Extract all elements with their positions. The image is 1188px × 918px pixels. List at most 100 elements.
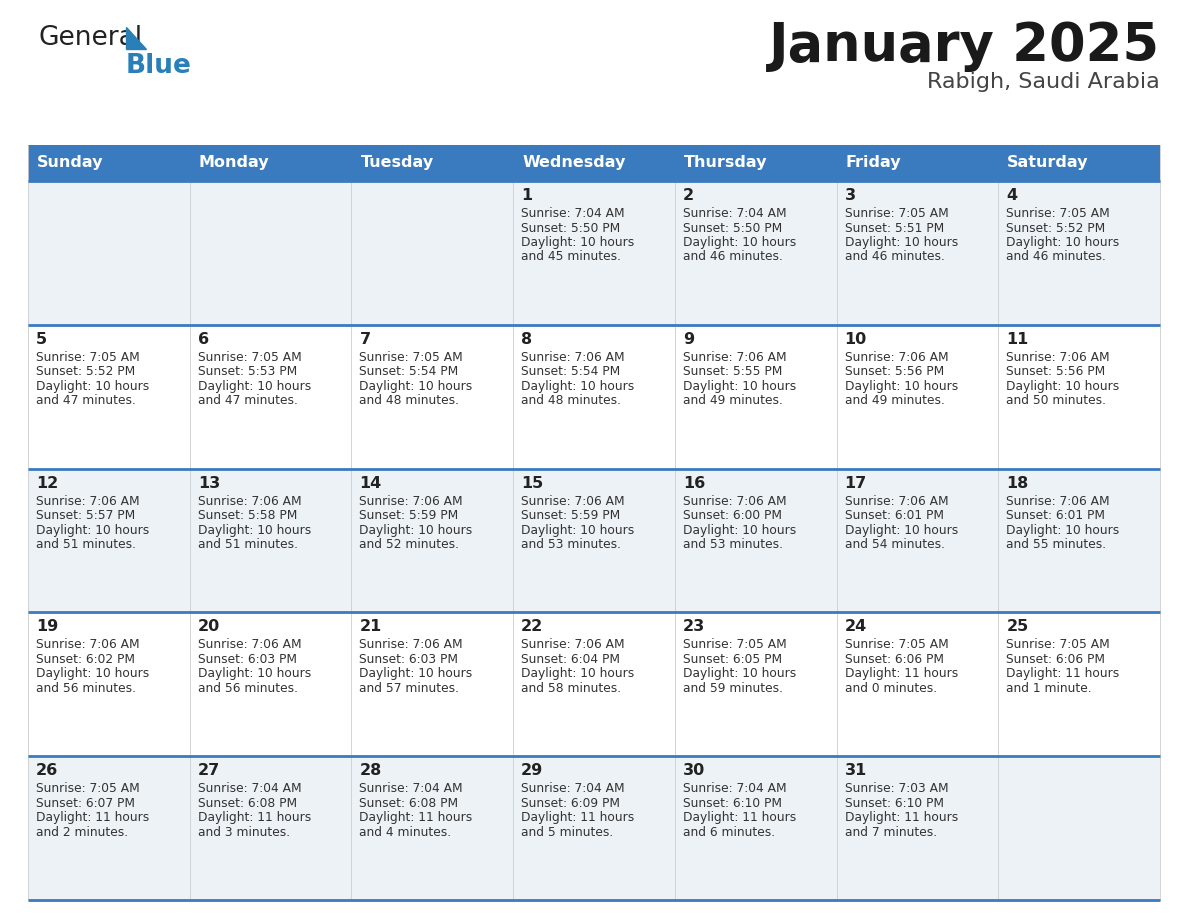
Text: Sunrise: 7:06 AM: Sunrise: 7:06 AM	[522, 495, 625, 508]
Text: Sunset: 5:54 PM: Sunset: 5:54 PM	[360, 365, 459, 378]
Text: and 56 minutes.: and 56 minutes.	[197, 682, 298, 695]
Text: Daylight: 10 hours: Daylight: 10 hours	[522, 236, 634, 249]
Text: Daylight: 10 hours: Daylight: 10 hours	[522, 667, 634, 680]
Text: Sunrise: 7:05 AM: Sunrise: 7:05 AM	[845, 638, 948, 652]
Bar	[29, 145, 190, 181]
Text: Sunrise: 7:05 AM: Sunrise: 7:05 AM	[36, 782, 140, 795]
Text: and 3 minutes.: and 3 minutes.	[197, 825, 290, 839]
Text: Sunset: 5:52 PM: Sunset: 5:52 PM	[1006, 221, 1106, 234]
Text: Daylight: 10 hours: Daylight: 10 hours	[522, 380, 634, 393]
Text: Sunset: 5:57 PM: Sunset: 5:57 PM	[36, 509, 135, 522]
Text: and 47 minutes.: and 47 minutes.	[36, 395, 135, 408]
Text: 6: 6	[197, 331, 209, 347]
Text: Daylight: 10 hours: Daylight: 10 hours	[845, 236, 958, 249]
Text: Daylight: 10 hours: Daylight: 10 hours	[683, 380, 796, 393]
Text: Daylight: 11 hours: Daylight: 11 hours	[360, 812, 473, 824]
Text: and 45 minutes.: and 45 minutes.	[522, 251, 621, 263]
Bar	[29, 756, 1159, 900]
Text: Daylight: 11 hours: Daylight: 11 hours	[845, 667, 958, 680]
Text: and 4 minutes.: and 4 minutes.	[360, 825, 451, 839]
Text: Sunrise: 7:04 AM: Sunrise: 7:04 AM	[197, 782, 302, 795]
Text: 24: 24	[845, 620, 867, 634]
Text: 26: 26	[36, 763, 58, 778]
Text: and 2 minutes.: and 2 minutes.	[36, 825, 128, 839]
Text: 10: 10	[845, 331, 867, 347]
Text: Daylight: 11 hours: Daylight: 11 hours	[522, 812, 634, 824]
Text: January 2025: January 2025	[769, 20, 1159, 72]
Text: 15: 15	[522, 476, 543, 490]
Text: 13: 13	[197, 476, 220, 490]
Text: Wednesday: Wednesday	[523, 155, 626, 171]
Text: and 53 minutes.: and 53 minutes.	[522, 538, 621, 551]
Text: Daylight: 11 hours: Daylight: 11 hours	[1006, 667, 1119, 680]
Text: and 50 minutes.: and 50 minutes.	[1006, 395, 1106, 408]
Text: Daylight: 10 hours: Daylight: 10 hours	[683, 667, 796, 680]
Text: Sunrise: 7:06 AM: Sunrise: 7:06 AM	[360, 495, 463, 508]
Text: and 58 minutes.: and 58 minutes.	[522, 682, 621, 695]
Text: and 48 minutes.: and 48 minutes.	[360, 395, 460, 408]
Polygon shape	[126, 27, 146, 49]
Text: Sunset: 6:08 PM: Sunset: 6:08 PM	[360, 797, 459, 810]
Text: and 46 minutes.: and 46 minutes.	[1006, 251, 1106, 263]
Text: Sunrise: 7:06 AM: Sunrise: 7:06 AM	[683, 495, 786, 508]
Text: Sunrise: 7:05 AM: Sunrise: 7:05 AM	[197, 351, 302, 364]
Text: Daylight: 10 hours: Daylight: 10 hours	[36, 380, 150, 393]
Text: and 53 minutes.: and 53 minutes.	[683, 538, 783, 551]
Text: Sunset: 5:53 PM: Sunset: 5:53 PM	[197, 365, 297, 378]
Bar	[29, 325, 1159, 468]
Text: 16: 16	[683, 476, 706, 490]
Text: Daylight: 10 hours: Daylight: 10 hours	[360, 667, 473, 680]
Text: Sunrise: 7:06 AM: Sunrise: 7:06 AM	[360, 638, 463, 652]
Text: 3: 3	[845, 188, 855, 203]
Text: 27: 27	[197, 763, 220, 778]
Text: Daylight: 10 hours: Daylight: 10 hours	[36, 667, 150, 680]
Text: and 49 minutes.: and 49 minutes.	[683, 395, 783, 408]
Text: 28: 28	[360, 763, 381, 778]
Text: Sunset: 6:04 PM: Sunset: 6:04 PM	[522, 653, 620, 666]
Bar	[29, 181, 1159, 325]
Text: Sunrise: 7:04 AM: Sunrise: 7:04 AM	[360, 782, 463, 795]
Text: 23: 23	[683, 620, 706, 634]
Text: Sunrise: 7:06 AM: Sunrise: 7:06 AM	[845, 351, 948, 364]
Text: Daylight: 11 hours: Daylight: 11 hours	[36, 812, 150, 824]
Text: Saturday: Saturday	[1007, 155, 1088, 171]
Text: Sunset: 6:08 PM: Sunset: 6:08 PM	[197, 797, 297, 810]
Text: Sunday: Sunday	[37, 155, 103, 171]
Text: and 57 minutes.: and 57 minutes.	[360, 682, 460, 695]
Text: Sunset: 6:03 PM: Sunset: 6:03 PM	[360, 653, 459, 666]
Text: and 1 minute.: and 1 minute.	[1006, 682, 1092, 695]
Bar	[29, 468, 1159, 612]
Text: and 46 minutes.: and 46 minutes.	[845, 251, 944, 263]
Text: 1: 1	[522, 188, 532, 203]
Text: Sunset: 6:10 PM: Sunset: 6:10 PM	[845, 797, 943, 810]
Text: Sunrise: 7:04 AM: Sunrise: 7:04 AM	[522, 207, 625, 220]
Text: Sunrise: 7:03 AM: Sunrise: 7:03 AM	[845, 782, 948, 795]
Text: and 47 minutes.: and 47 minutes.	[197, 395, 297, 408]
Text: 2: 2	[683, 188, 694, 203]
Text: Sunset: 5:50 PM: Sunset: 5:50 PM	[683, 221, 782, 234]
Text: and 46 minutes.: and 46 minutes.	[683, 251, 783, 263]
Text: Sunset: 5:58 PM: Sunset: 5:58 PM	[197, 509, 297, 522]
Text: 22: 22	[522, 620, 543, 634]
Text: 31: 31	[845, 763, 867, 778]
Text: Sunrise: 7:06 AM: Sunrise: 7:06 AM	[683, 351, 786, 364]
Text: Sunrise: 7:06 AM: Sunrise: 7:06 AM	[197, 638, 302, 652]
Text: Sunset: 6:00 PM: Sunset: 6:00 PM	[683, 509, 782, 522]
Text: Sunset: 6:01 PM: Sunset: 6:01 PM	[1006, 509, 1105, 522]
Text: and 48 minutes.: and 48 minutes.	[522, 395, 621, 408]
Bar	[836, 145, 998, 181]
Text: Sunset: 5:54 PM: Sunset: 5:54 PM	[522, 365, 620, 378]
Text: Sunset: 6:06 PM: Sunset: 6:06 PM	[1006, 653, 1105, 666]
Text: Daylight: 10 hours: Daylight: 10 hours	[1006, 380, 1119, 393]
Text: 29: 29	[522, 763, 543, 778]
Text: Daylight: 10 hours: Daylight: 10 hours	[845, 523, 958, 537]
Text: Sunset: 6:10 PM: Sunset: 6:10 PM	[683, 797, 782, 810]
Text: Daylight: 10 hours: Daylight: 10 hours	[197, 380, 311, 393]
Text: Daylight: 10 hours: Daylight: 10 hours	[197, 667, 311, 680]
Text: Daylight: 10 hours: Daylight: 10 hours	[1006, 523, 1119, 537]
Text: and 54 minutes.: and 54 minutes.	[845, 538, 944, 551]
Text: Sunset: 5:59 PM: Sunset: 5:59 PM	[522, 509, 620, 522]
Text: Sunrise: 7:06 AM: Sunrise: 7:06 AM	[36, 638, 140, 652]
Text: and 51 minutes.: and 51 minutes.	[36, 538, 135, 551]
Text: and 6 minutes.: and 6 minutes.	[683, 825, 775, 839]
